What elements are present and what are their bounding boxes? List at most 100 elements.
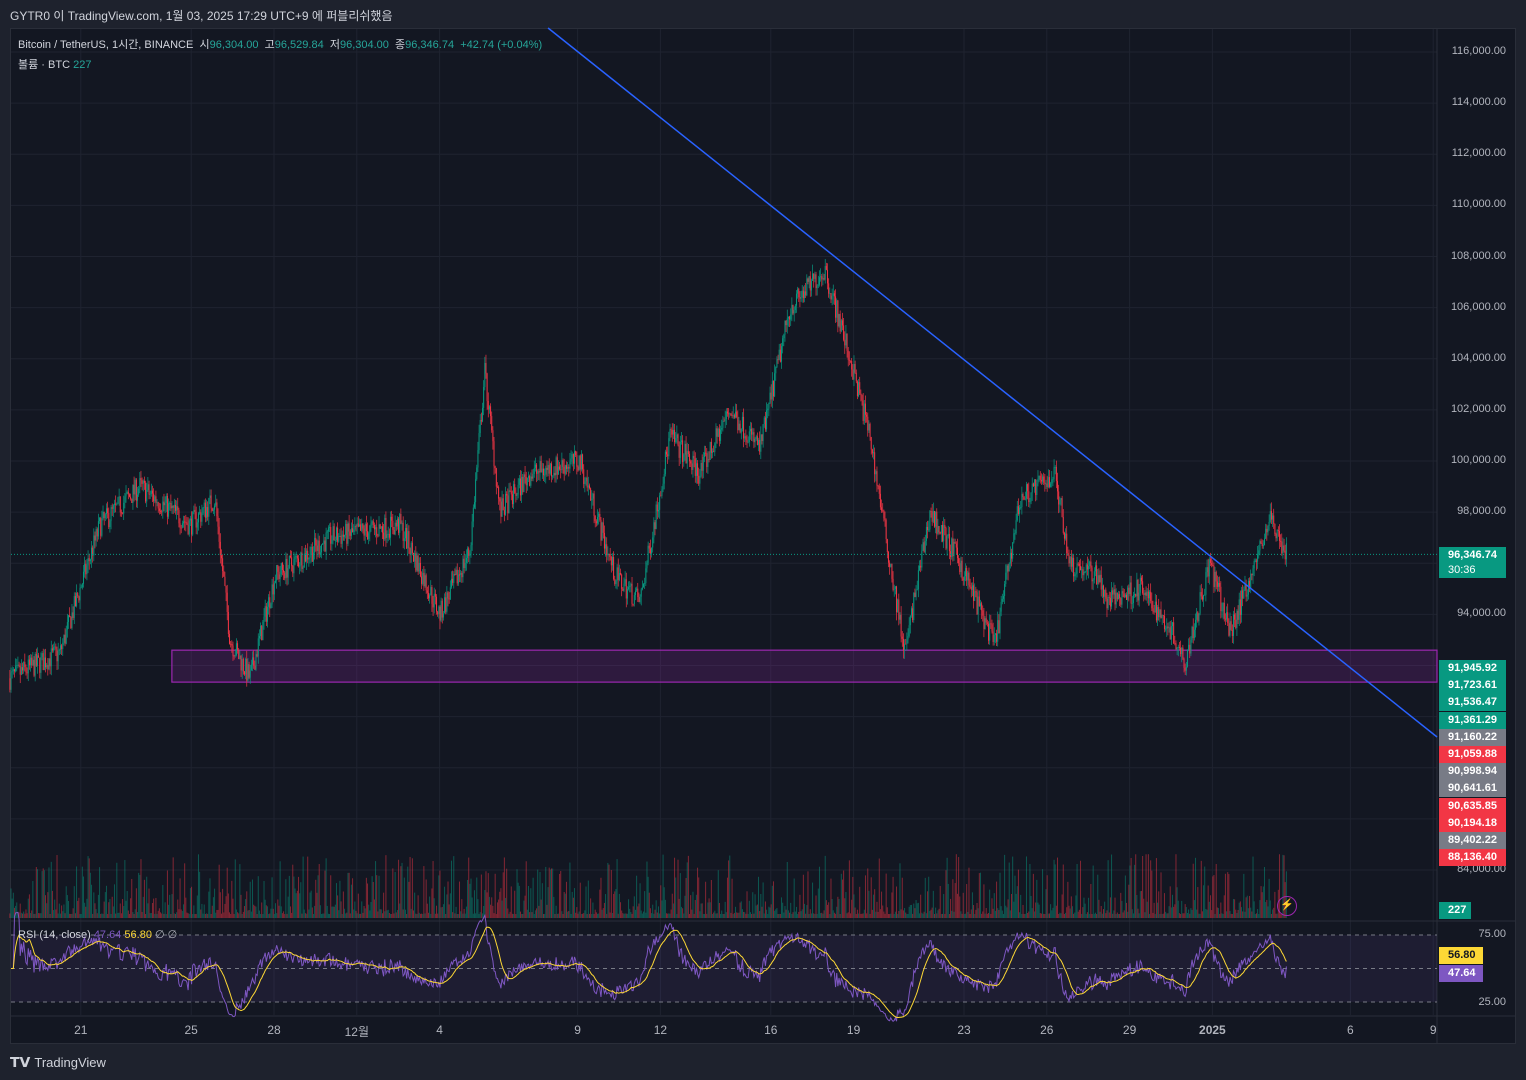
volume-bar [1153,902,1155,918]
volume-bar [139,874,141,918]
volume-bar [754,894,756,918]
high-value: 96,529.84 [274,39,324,51]
candle-body [177,506,179,510]
volume-bar [674,857,676,918]
volume-bar [1086,912,1088,918]
candle-body [922,542,924,551]
volume-bar [1142,855,1144,918]
volume-bar [924,877,926,918]
volume-bar [373,899,375,918]
candle-body [235,643,237,656]
candle-body [807,278,809,282]
candle-body [816,285,818,289]
volume-bar [26,913,28,918]
volume-bar [103,901,105,918]
volume-bar [630,912,632,918]
volume-bar [900,909,902,918]
candle-body [986,622,988,624]
candle-body [755,436,757,440]
candle-body [393,529,395,535]
candle-body [321,544,323,553]
candle-body [439,606,441,621]
volume-bar [791,913,793,918]
volume-bar [72,908,74,918]
candle-body [545,467,547,475]
volume-bar [735,906,737,918]
candle-body [759,439,761,452]
volume-bar [533,913,535,918]
lightning-icon[interactable]: ⚡ [1277,896,1297,916]
tradingview-logo[interactable]: 𝗧𝗩 TradingView [10,1054,106,1071]
candle-body [544,474,546,476]
candle-body [164,502,166,506]
volume-bar [709,902,711,918]
candle-body [904,643,906,651]
candle-body [1055,467,1057,482]
volume-bar [894,911,896,918]
volume-bar [1229,910,1231,918]
volume-bar [1261,892,1263,918]
volume-bar [25,909,27,918]
volume-bar [418,912,420,918]
candle-body [858,382,860,397]
volume-bar [416,913,418,918]
candle-body [714,443,716,452]
volume-bar [693,913,695,918]
volume-bar [781,897,783,918]
volume-bar [552,868,554,918]
volume-bar [758,876,760,918]
volume-bar [178,909,180,918]
volume-bar [123,906,125,918]
candle-body [643,583,645,588]
candle-body [697,463,699,476]
volume-bar [169,894,171,918]
volume-bar [15,905,17,918]
volume-bar [363,906,365,918]
candle-body [1200,592,1202,597]
volume-bar [1062,864,1064,918]
rsi-label[interactable]: RSI (14, close) [18,929,91,941]
candle-body [312,552,314,562]
candle-body [929,511,931,530]
candle-body [1094,565,1096,572]
candle-body [238,649,240,660]
candle-body [372,521,374,525]
volume-bar [1131,909,1133,918]
volume-bar [108,902,110,918]
volume-bar [204,913,206,918]
volume-bar [1078,909,1080,918]
price-axis-label: 116,000.00 [1451,45,1506,57]
volume-bar [593,913,595,918]
volume-bar [275,903,277,918]
candle-body [793,310,795,314]
candle-body [560,469,562,471]
candle-body [356,523,358,527]
volume-bar [1207,885,1209,918]
candle-body [69,615,71,618]
candle-body [55,646,57,650]
candle-body [908,625,910,637]
candle-body [51,648,53,651]
current-price: 96,346.74 [1448,549,1497,561]
volume-bar [1223,895,1225,918]
candle-body [740,428,742,433]
candle-body [1241,590,1243,615]
volume-bar [1188,909,1190,918]
symbol-title[interactable]: Bitcoin / TetherUS, 1시간, BINANCE [18,39,194,51]
candle-body [542,468,544,476]
volume-bar [583,913,585,918]
candle-body [11,671,13,673]
volume-bar [1002,913,1004,918]
volume-bar [207,913,209,918]
volume-bar [1055,905,1057,918]
volume-bar [920,894,922,918]
volume-bar [377,911,379,918]
candle-body [553,472,555,476]
volume-label[interactable]: 볼륨 · BTC [18,59,71,71]
candle-body [301,552,303,569]
candle-body [991,624,993,632]
candle-body [615,581,617,584]
volume-bar [350,884,352,918]
candle-body [662,483,664,490]
